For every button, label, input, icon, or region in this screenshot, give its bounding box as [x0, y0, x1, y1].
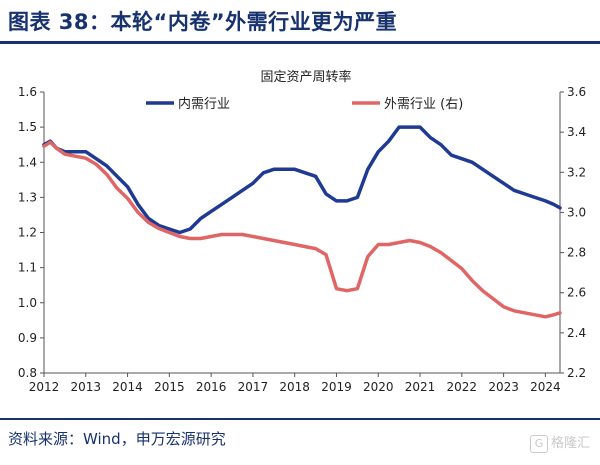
y-right-tick-label: 3.4 [567, 125, 586, 139]
y-left-tick-label: 1.2 [18, 226, 37, 240]
x-tick-label: 2021 [405, 380, 436, 394]
y-left-tick-label: 1.0 [18, 296, 37, 310]
legend-label-2: 外需行业 (右) [384, 97, 463, 112]
x-tick-label: 2016 [196, 380, 227, 394]
x-tick-label: 2022 [447, 380, 478, 394]
x-tick-label: 2024 [530, 380, 561, 394]
y-left-tick-label: 0.9 [18, 331, 37, 345]
source-rule [0, 418, 600, 420]
source-note: 资料来源：Wind，申万宏源研究 [8, 430, 226, 448]
chart: 固定资产周转率 0.8 0.9 1.0 1.1 1.2 1.3 1.4 1.5 1.6 2.2 2.… [18, 69, 586, 394]
x-tick-label: 2014 [112, 380, 143, 394]
y-right-tick-label: 3.6 [567, 85, 586, 99]
x-tick-label: 2019 [321, 380, 352, 394]
series-line-1 [42, 125, 562, 235]
title-rule [0, 41, 600, 44]
y-left-tick-label: 1.3 [18, 190, 37, 204]
x-tick-label: 2018 [279, 380, 310, 394]
x-tick-label: 2012 [29, 380, 60, 394]
y-right-tick-label: 2.8 [567, 246, 586, 260]
y-left-tick-label: 1.5 [18, 120, 37, 134]
y-left-tick-label: 1.6 [18, 85, 37, 99]
y-right-tick-label: 3.0 [567, 205, 586, 219]
series-line-2 [42, 140, 562, 319]
legend-label-1: 内需行业 [178, 96, 230, 112]
watermark-logo-icon: G [529, 434, 548, 453]
y-left-tick-label: 0.8 [18, 366, 37, 380]
x-tick-label: 2020 [363, 380, 394, 394]
figure-title: 图表 38：本轮“内卷”外需行业更为严重 [8, 10, 398, 34]
x-tick-label: 2013 [71, 380, 102, 394]
watermark: G 格隆汇 [529, 432, 590, 453]
chart-legend: 内需行业 外需行业 (右) [146, 96, 463, 112]
x-tick-label: 2023 [488, 380, 519, 394]
chart-series [42, 125, 562, 319]
y-left-tick-label: 1.1 [18, 261, 37, 275]
y-right-tick-label: 2.4 [567, 326, 586, 340]
y-left-tick-label: 1.4 [18, 155, 37, 169]
chart-axes: 0.8 0.9 1.0 1.1 1.2 1.3 1.4 1.5 1.6 2.2 2.4 2.6 2.8 3… [18, 85, 586, 394]
y-right-tick-label: 3.2 [567, 165, 586, 179]
x-tick-label: 2017 [238, 380, 269, 394]
y-right-tick-label: 2.6 [567, 286, 586, 300]
y-right-tick-label: 2.2 [567, 366, 586, 380]
watermark-text: 格隆汇 [550, 436, 590, 451]
chart-title: 固定资产周转率 [260, 69, 351, 85]
x-tick-label: 2015 [154, 380, 185, 394]
